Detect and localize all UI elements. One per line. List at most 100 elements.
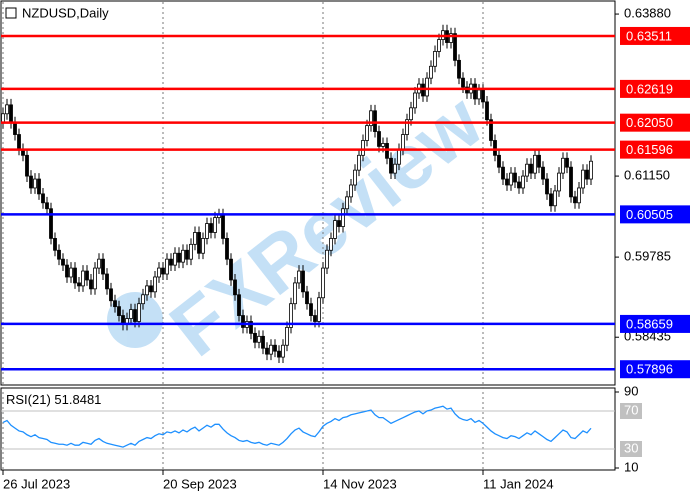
level-box — [620, 314, 690, 333]
candle-body — [457, 59, 461, 79]
candle-body — [65, 264, 69, 278]
candle-body — [137, 303, 141, 322]
candle-body — [349, 184, 353, 198]
candle-body — [29, 175, 33, 189]
candle-body — [225, 238, 229, 260]
candle-body — [361, 140, 365, 156]
candle-body — [221, 214, 225, 239]
candle-body — [333, 220, 337, 239]
candle-body — [589, 160, 593, 180]
candle-body — [237, 294, 241, 316]
candle-body — [281, 344, 285, 358]
candle-body — [273, 344, 277, 352]
candle-body — [141, 294, 145, 305]
price-panel-frame — [0, 0, 616, 386]
rsi-tick-label: 90 — [624, 383, 638, 398]
candle-body — [97, 258, 101, 269]
candle-body — [497, 154, 501, 168]
candle-body — [461, 77, 465, 88]
level-box — [620, 113, 690, 132]
candle-body — [549, 193, 553, 207]
candle-body — [521, 175, 525, 189]
level-box — [620, 79, 690, 98]
candle-body — [437, 39, 441, 52]
level-box — [620, 26, 690, 45]
candle-body — [145, 285, 149, 296]
candle-body — [341, 208, 345, 227]
candle-body — [501, 166, 505, 180]
candle-body — [77, 282, 81, 287]
candle-body — [477, 89, 481, 100]
candle-body — [537, 154, 541, 168]
candle-body — [373, 110, 377, 132]
candle-body — [449, 33, 453, 43]
candle-body — [433, 51, 437, 67]
candle-body — [481, 89, 485, 103]
chart-title: NZDUSD,Daily — [22, 5, 109, 20]
x-tick-label: 14 Nov 2023 — [323, 476, 397, 491]
candle-body — [205, 223, 209, 239]
candle-body — [105, 273, 109, 290]
candle-body — [305, 291, 309, 305]
candle-body — [365, 125, 369, 141]
candle-body — [149, 285, 153, 293]
level-label: 0.57896 — [626, 362, 673, 377]
candle-body — [57, 249, 61, 260]
x-tick-label: 20 Sep 2023 — [163, 476, 237, 491]
rsi-line — [2, 405, 592, 448]
candle-body — [197, 232, 201, 254]
candle-body — [1, 113, 5, 124]
candle-body — [269, 344, 273, 355]
candle-body — [353, 169, 357, 186]
candle-body — [409, 107, 413, 121]
level-label: 0.61596 — [626, 142, 673, 157]
candle-body — [541, 166, 545, 180]
candle-body — [153, 276, 157, 293]
candle-body — [229, 258, 233, 281]
candle-body — [261, 335, 265, 349]
rsi-tick-label: 30 — [624, 440, 638, 455]
candle-body — [265, 347, 269, 355]
candle-body — [13, 122, 17, 135]
rsi-tick-label: 10 — [624, 459, 638, 474]
candle-body — [177, 252, 181, 263]
level-label: 0.63511 — [626, 28, 672, 43]
candle-body — [185, 249, 189, 260]
candle-body — [213, 217, 217, 233]
y-tick-label: 0.63880 — [624, 5, 671, 20]
candle-body — [321, 267, 325, 299]
candle-body — [69, 267, 73, 278]
x-tick-label: 26 Jul 2023 — [3, 476, 70, 491]
level-box — [620, 360, 690, 379]
candle-body — [513, 172, 517, 183]
candle-body — [533, 154, 537, 174]
candle-body — [81, 270, 85, 287]
level-box — [620, 140, 690, 159]
candle-body — [485, 101, 489, 121]
candle-body — [37, 178, 41, 195]
candle-body — [345, 196, 349, 210]
candle-body — [369, 110, 373, 127]
candle-body — [89, 279, 93, 290]
candle-body — [325, 249, 329, 269]
symbol-icon — [5, 7, 17, 19]
candle-body — [277, 350, 281, 358]
candle-body — [241, 315, 245, 328]
level-label: 0.58659 — [626, 316, 673, 331]
candle-body — [493, 140, 497, 156]
candle-body — [93, 267, 97, 290]
candle-body — [301, 270, 305, 293]
rsi-panel-frame — [0, 387, 616, 471]
candle-body — [249, 321, 253, 334]
candle-body — [61, 258, 65, 266]
candle-body — [257, 335, 261, 343]
candle-body — [585, 169, 589, 180]
candle-body — [573, 196, 577, 204]
candle-body — [329, 238, 333, 251]
candle-body — [569, 166, 573, 198]
candle-body — [509, 172, 513, 186]
candle-body — [73, 267, 77, 284]
candle-body — [157, 267, 161, 278]
